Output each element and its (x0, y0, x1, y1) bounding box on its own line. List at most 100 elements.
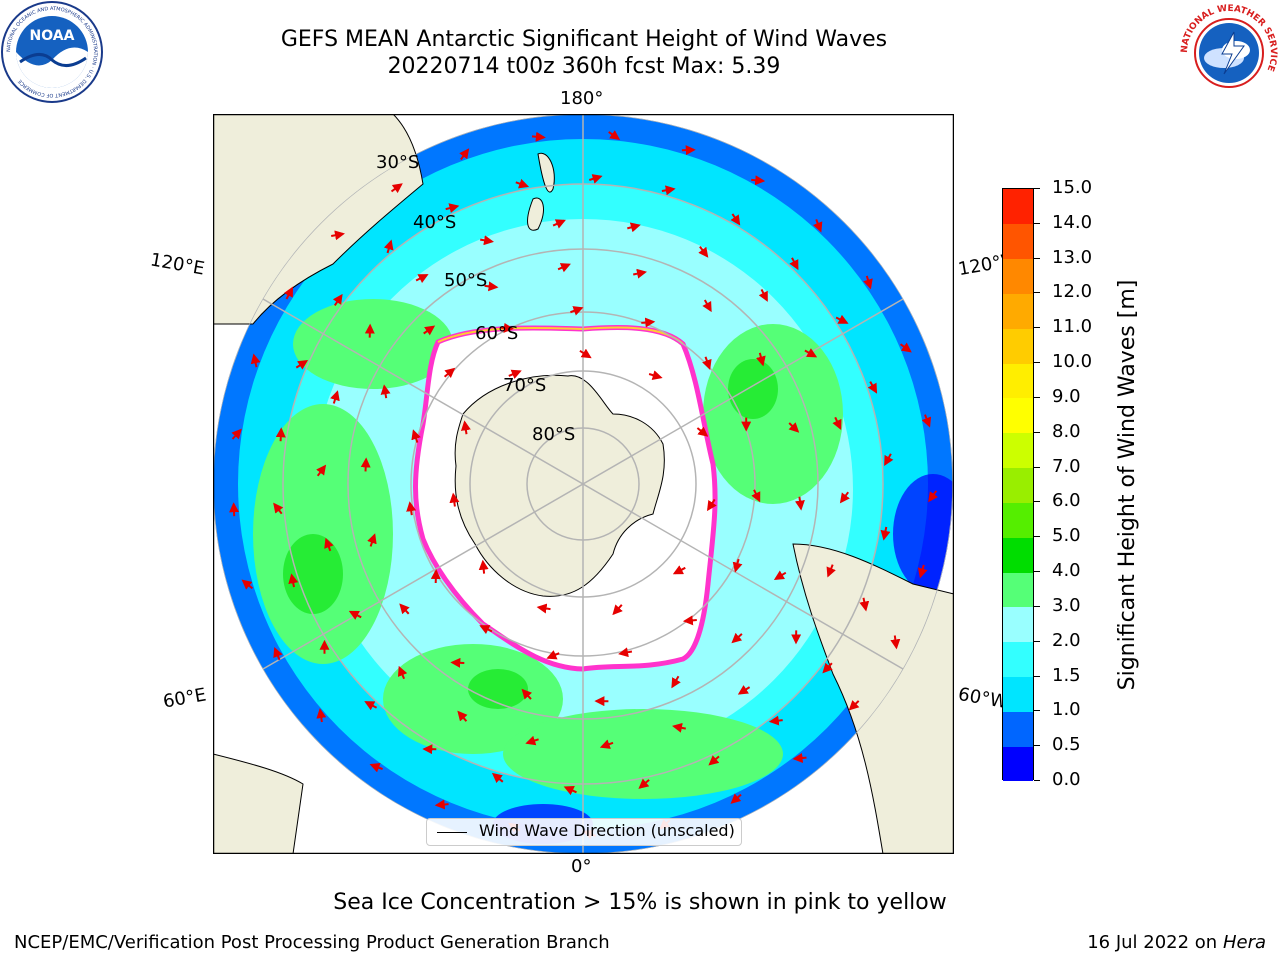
colorbar-tick (1034, 536, 1040, 538)
colorbar-tick-label: 4.0 (1052, 560, 1081, 582)
wind-wave-arrow (390, 183, 403, 194)
colorbar-tick (1034, 571, 1040, 573)
wind-wave-arrow (397, 665, 408, 680)
legend-label: Wind Wave Direction (unscaled) (479, 821, 735, 840)
wind-wave-arrow (521, 688, 532, 700)
wind-wave-arrow (525, 735, 539, 746)
wind-wave-arrow (570, 306, 584, 316)
wind-wave-arrow (273, 646, 283, 661)
colorbar (1002, 188, 1034, 782)
wind-wave-arrow (480, 235, 494, 246)
colorbar-segment (1003, 223, 1033, 260)
colorbar-tick (1034, 292, 1040, 294)
noaa-logo: NOAA NATIONAL OCEANIC AND ATMOSPHERIC AD… (1, 1, 103, 103)
lat-label-50s: 50°S (444, 270, 488, 291)
colorbar-tick-label: 3.0 (1052, 594, 1081, 616)
colorbar-tick (1034, 188, 1040, 189)
wind-wave-arrow (295, 360, 309, 370)
wind-wave-arrow (288, 573, 299, 588)
colorbar-tick (1034, 605, 1040, 607)
wind-wave-arrow (826, 564, 836, 578)
colorbar-tick-label: 0.5 (1052, 734, 1081, 756)
colorbar-segment (1003, 606, 1033, 643)
wind-wave-arrow (638, 778, 650, 789)
map (213, 114, 954, 854)
colorbar-tick-label: 12.0 (1052, 281, 1093, 303)
wind-wave-arrow (399, 603, 410, 615)
wind-wave-arrow (406, 501, 417, 516)
wind-wave-arrow (648, 370, 663, 380)
colorbar-segment (1003, 293, 1033, 329)
wind-wave-arrow (367, 533, 377, 547)
wind-wave-arrow (671, 675, 681, 689)
colorbar-segment (1003, 641, 1033, 678)
wind-wave-arrow (899, 342, 912, 353)
wind-wave-arrow (229, 502, 240, 517)
colorbar-segment (1003, 328, 1033, 364)
wind-wave-arrow (364, 701, 378, 711)
wind-wave-arrow (459, 148, 470, 161)
map-legend: Wind Wave Direction (unscaled) (426, 818, 742, 846)
colorbar-segment (1003, 676, 1033, 712)
wind-wave-arrow (618, 647, 633, 658)
wind-wave-arrow (682, 615, 697, 626)
wind-wave-arrow (331, 230, 345, 241)
wind-wave-arrow (751, 489, 761, 503)
colorbar-tick (1034, 396, 1040, 398)
colorbar-segment (1003, 537, 1033, 573)
colorbar-tick-label: 14.0 (1052, 211, 1093, 233)
wind-wave-arrow (415, 274, 429, 284)
colorbar-tick-label: 5.0 (1052, 525, 1081, 547)
lon-label-120e: 120°E (148, 249, 207, 280)
colorbar-tick-label: 0.0 (1052, 769, 1081, 790)
wind-wave-arrow (702, 356, 712, 370)
wind-wave-arrow (478, 559, 489, 574)
wind-wave-arrow (730, 793, 742, 804)
wind-wave-arrow (457, 710, 468, 722)
wind-wave-arrow (890, 635, 901, 650)
wind-wave-arrow (681, 145, 696, 156)
wind-wave-arrow (706, 498, 717, 512)
chart-subtitle: 20220714 t00z 360h fcst Max: 5.39 (387, 54, 781, 79)
colorbar-tick-label: 9.0 (1052, 385, 1081, 407)
wind-wave-arrow (917, 564, 928, 579)
colorbar-tick-label: 1.5 (1052, 664, 1081, 686)
wind-wave-arrow (804, 348, 818, 358)
wind-wave-arrow (863, 275, 873, 290)
wind-wave-arrow (921, 414, 932, 428)
colorbar-tick (1034, 640, 1040, 642)
graticule (213, 114, 953, 854)
footer-date-text: 16 Jul 2022 on (1087, 932, 1223, 953)
colorbar-tick-label: 15.0 (1052, 177, 1093, 198)
wind-wave-arrow (316, 708, 327, 723)
wind-wave-arrow (484, 281, 499, 292)
map-border (213, 114, 954, 854)
wind-wave-arrow (867, 381, 878, 394)
lat-label-30s: 30°S (376, 152, 420, 173)
wind-wave-arrow (839, 491, 850, 504)
wind-wave-arrow (557, 263, 571, 273)
wind-wave-arrow (332, 293, 343, 306)
wind-wave-arrow (479, 625, 493, 635)
colorbar-tick (1034, 362, 1040, 364)
wind-wave-arrow (732, 558, 743, 573)
wind-wave-arrow (369, 762, 383, 773)
wind-wave-arrow (702, 299, 712, 313)
lon-label-0: 0° (571, 856, 592, 877)
nws-logo: NATIONAL WEATHER SERVICE (1180, 4, 1278, 102)
colorbar-segment (1003, 258, 1033, 294)
colorbar-tick (1034, 431, 1040, 433)
wind-wave-arrow (880, 526, 891, 541)
wind-wave-arrow (330, 390, 340, 404)
wind-wave-arrow (250, 353, 261, 368)
wind-wave-arrow (231, 428, 242, 440)
colorbar-tick-label: 11.0 (1052, 316, 1093, 338)
wind-wave-arrow (832, 416, 842, 431)
wind-wave-arrow (859, 597, 870, 612)
wind-wave-arrow (792, 753, 807, 763)
colorbar-segment (1003, 189, 1033, 225)
wind-wave-arrow (789, 257, 799, 271)
wind-wave-arrow (612, 604, 623, 616)
colorbar-tick (1034, 466, 1040, 468)
wind-wave-arrow (531, 131, 546, 142)
